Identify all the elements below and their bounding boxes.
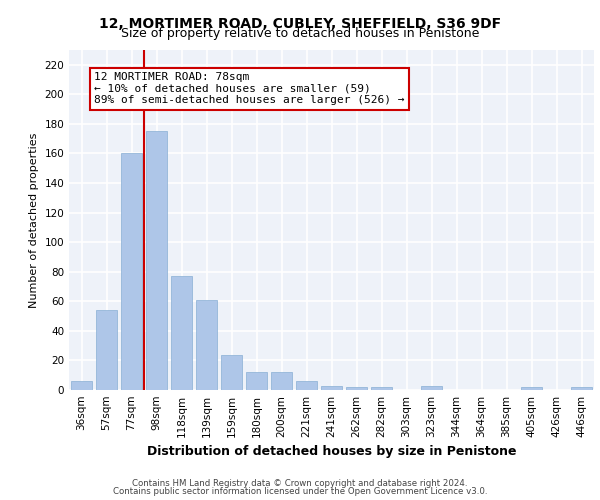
Bar (146, 132, 167, 390)
Bar (246, 372, 267, 390)
Bar (96, 310, 117, 390)
Bar (346, 387, 367, 390)
Text: Contains HM Land Registry data © Crown copyright and database right 2024.: Contains HM Land Registry data © Crown c… (132, 478, 468, 488)
Text: 12 MORTIMER ROAD: 78sqm
← 10% of detached houses are smaller (59)
89% of semi-de: 12 MORTIMER ROAD: 78sqm ← 10% of detache… (94, 72, 404, 106)
X-axis label: Distribution of detached houses by size in Penistone: Distribution of detached houses by size … (147, 446, 516, 458)
Text: Size of property relative to detached houses in Penistone: Size of property relative to detached ho… (121, 28, 479, 40)
Bar (521, 387, 542, 390)
Bar (321, 386, 342, 390)
Text: Contains public sector information licensed under the Open Government Licence v3: Contains public sector information licen… (113, 487, 487, 496)
Bar (421, 386, 442, 390)
Bar (296, 381, 317, 390)
Bar (571, 387, 592, 390)
Text: 12, MORTIMER ROAD, CUBLEY, SHEFFIELD, S36 9DF: 12, MORTIMER ROAD, CUBLEY, SHEFFIELD, S3… (99, 18, 501, 32)
Bar (121, 154, 142, 390)
Bar (71, 381, 92, 390)
Bar (171, 276, 192, 390)
Y-axis label: Number of detached properties: Number of detached properties (29, 132, 39, 308)
Bar (196, 300, 217, 390)
Bar (221, 354, 242, 390)
Bar (371, 387, 392, 390)
Bar (271, 372, 292, 390)
